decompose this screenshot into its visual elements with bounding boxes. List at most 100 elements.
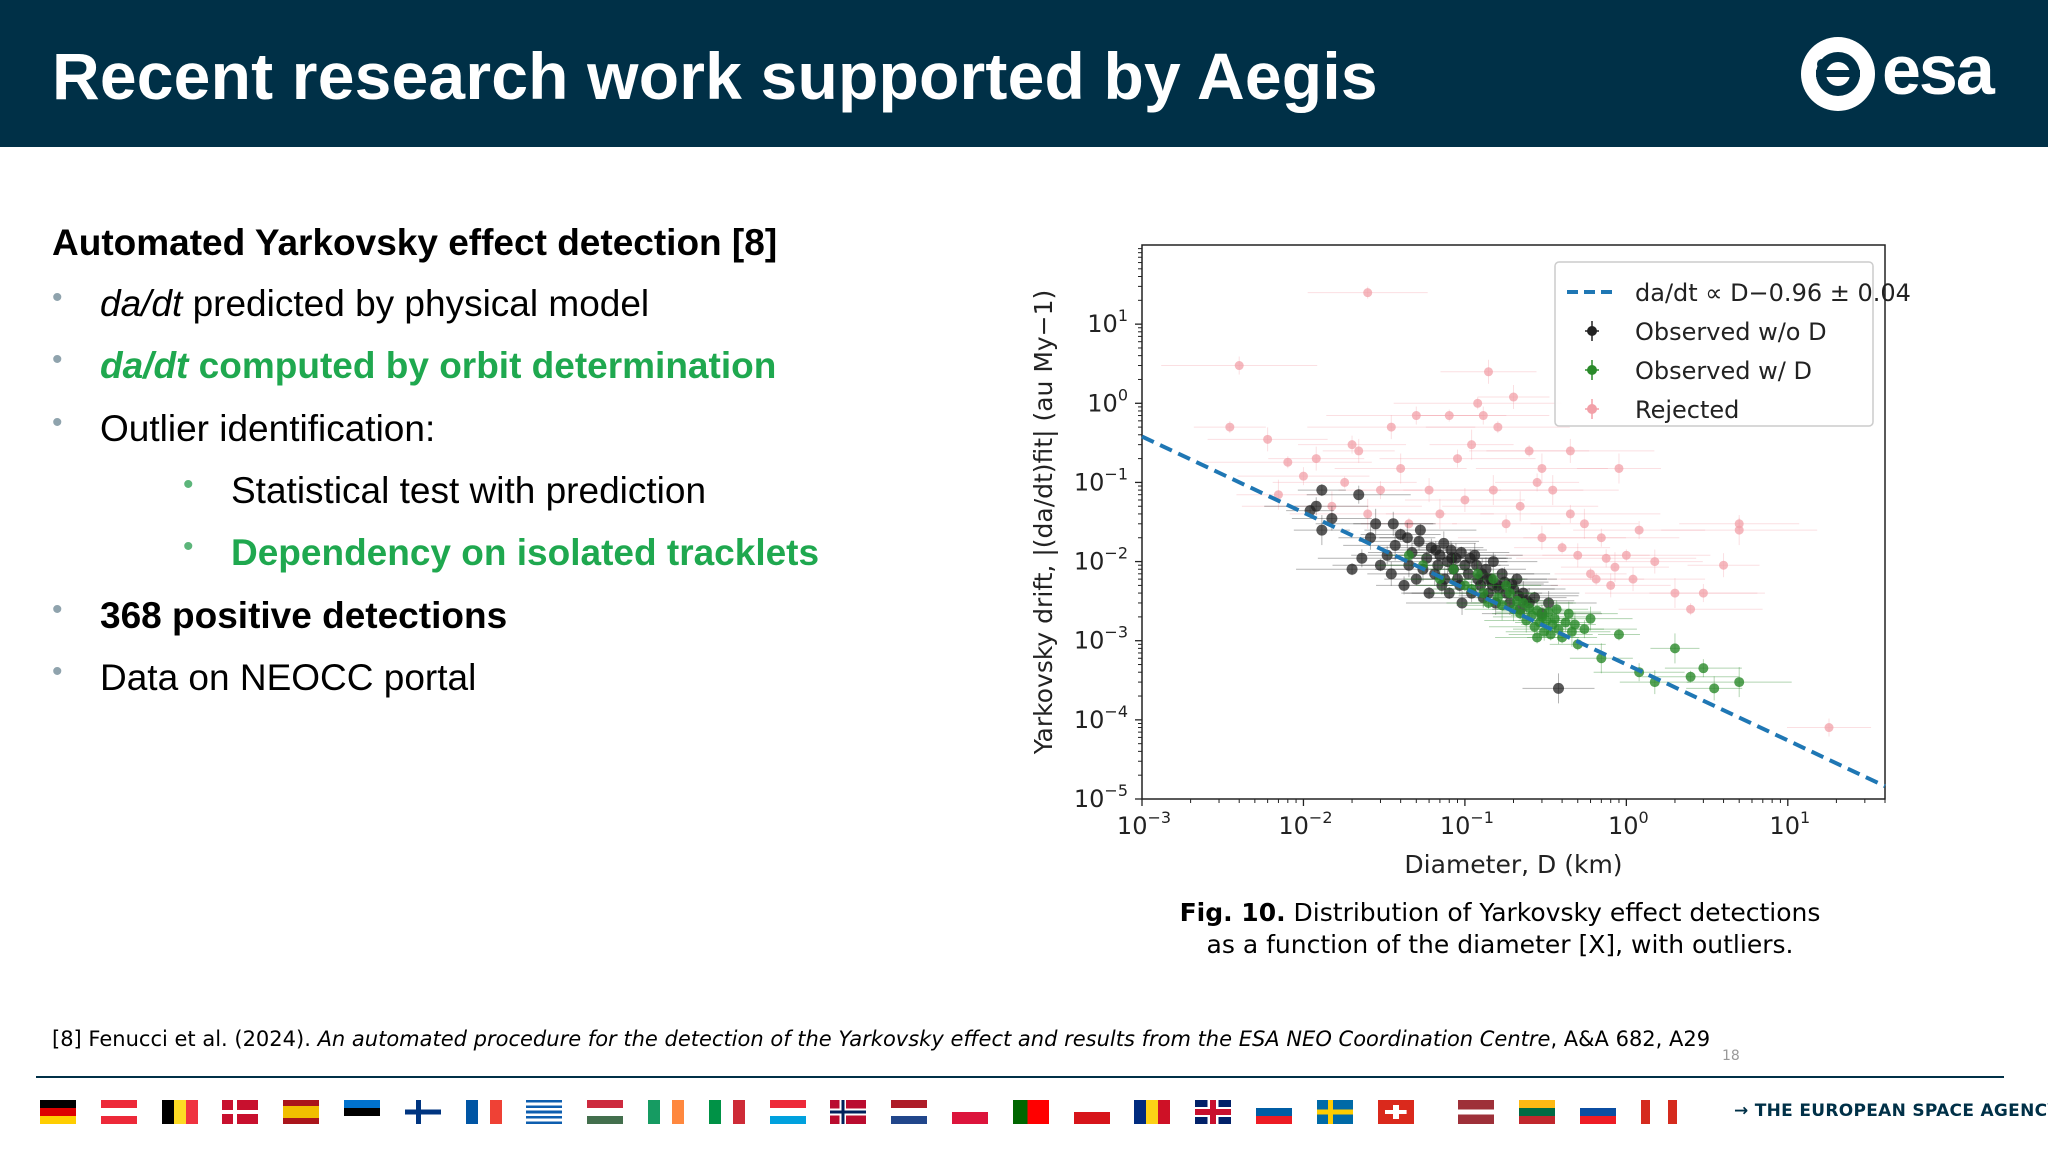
- flag-france-icon: [465, 1100, 502, 1124]
- data-point: [1375, 485, 1385, 495]
- legend-label: da/dt ∝ D−0.96 ± 0.04: [1635, 279, 1911, 307]
- esa-logo-text: esa: [1882, 31, 1995, 109]
- legend-marker: [1587, 404, 1597, 414]
- y-axis-label: Yarkovsky drift, |(da/dt)fit| (au My−1): [1029, 290, 1058, 756]
- legend-label: Observed w/ D: [1635, 357, 1812, 385]
- data-point: [1557, 543, 1567, 553]
- data-point: [1569, 619, 1580, 630]
- data-point: [1386, 422, 1396, 432]
- data-point: [1524, 446, 1534, 456]
- caption-line1: Distribution of Yarkovsky effect detecti…: [1285, 898, 1821, 927]
- bullet-dot: •: [52, 593, 63, 626]
- bullet-text: da/dt computed by orbit determination: [100, 345, 777, 386]
- bullet-text: da/dt predicted by physical model: [100, 283, 650, 324]
- data-point: [1709, 683, 1720, 694]
- data-point: [1545, 629, 1556, 640]
- fit-line: [1141, 434, 1886, 788]
- bullet-text: Statistical test with prediction: [231, 470, 707, 511]
- flag-portugal-icon: [1012, 1100, 1049, 1124]
- y-tick-label: 10−2: [1074, 544, 1128, 576]
- section-heading: Automated Yarkovsky effect detection [8]: [52, 222, 778, 263]
- data-point: [1455, 547, 1467, 559]
- data-point: [1414, 524, 1426, 536]
- y-tick-label: 10−5: [1074, 781, 1128, 813]
- reference-suffix: , A&A 682, A29: [1550, 1027, 1711, 1051]
- data-point: [1370, 518, 1382, 530]
- data-point: [1670, 588, 1680, 598]
- data-point: [1487, 556, 1499, 568]
- flag-norway-icon: [830, 1100, 867, 1124]
- data-point: [1340, 477, 1350, 487]
- data-point: [1586, 569, 1596, 579]
- flag-denmark-icon: [222, 1100, 259, 1124]
- data-point: [1385, 568, 1397, 580]
- data-point: [1613, 629, 1624, 640]
- data-point: [1698, 663, 1709, 674]
- data-point: [1410, 573, 1422, 585]
- data-point: [1363, 288, 1373, 298]
- data-point: [1398, 579, 1410, 591]
- data-point: [1563, 608, 1574, 619]
- data-point: [1669, 643, 1680, 654]
- data-point: [1596, 533, 1606, 543]
- data-point: [1634, 525, 1644, 535]
- x-tick-label: 10−3: [1117, 808, 1171, 840]
- flag-switzerland-icon: [1377, 1100, 1414, 1124]
- bullet-dot: •: [52, 281, 63, 314]
- data-point: [1424, 485, 1434, 495]
- flag-estonia-icon: [344, 1100, 380, 1124]
- data-point: [1283, 457, 1293, 467]
- data-point: [1316, 524, 1328, 536]
- legend-box: [1554, 261, 1874, 427]
- reference-citation: [8] Fenucci et al. (2024). An automated …: [52, 1027, 1710, 1051]
- flag-czechia-icon: [1073, 1100, 1110, 1124]
- data-point: [1432, 559, 1444, 571]
- data-point: [1492, 592, 1503, 603]
- data-point: [1346, 563, 1358, 575]
- data-point: [1579, 624, 1590, 635]
- flag-hungary-icon: [587, 1100, 624, 1124]
- x-tick-label: 101: [1769, 808, 1810, 840]
- agency-tagline: → THE EUROPEAN SPACE AGENCY: [1734, 1101, 2048, 1121]
- flag-lithuania-icon: [1519, 1100, 1556, 1124]
- bullet-text: 368 positive detections: [100, 595, 508, 636]
- data-point: [1560, 617, 1571, 628]
- y-tick-label: 10−4: [1074, 702, 1128, 734]
- data-point: [1698, 588, 1708, 598]
- flag-finland-icon: [404, 1100, 441, 1124]
- data-point: [1565, 509, 1575, 519]
- data-point: [1553, 682, 1565, 694]
- data-point: [1298, 471, 1308, 481]
- bullet-dot: •: [52, 655, 63, 688]
- data-point: [1606, 580, 1616, 590]
- y-tick-label: 101: [1087, 306, 1128, 338]
- data-point: [1462, 568, 1474, 580]
- data-point: [1356, 552, 1368, 564]
- data-point: [1585, 613, 1596, 624]
- x-axis-label: Diameter, D (km): [1404, 850, 1622, 879]
- data-point: [1549, 613, 1560, 624]
- data-point: [1565, 446, 1575, 456]
- data-point: [1316, 484, 1328, 496]
- data-point: [1353, 489, 1365, 501]
- data-point: [1363, 509, 1373, 519]
- legend-label: Observed w/o D: [1635, 318, 1827, 346]
- data-point: [1591, 574, 1601, 584]
- data-point: [1401, 532, 1413, 544]
- data-point: [1473, 398, 1483, 408]
- data-point: [1614, 463, 1624, 473]
- data-point: [1579, 519, 1589, 529]
- data-point: [1493, 422, 1503, 432]
- flag-austria-icon: [100, 1100, 137, 1124]
- data-point: [1734, 519, 1744, 529]
- data-point: [1234, 361, 1244, 371]
- reference-prefix: [8] Fenucci et al. (2024).: [52, 1027, 318, 1051]
- flag-netherlands-icon: [891, 1100, 928, 1124]
- data-point: [1404, 519, 1414, 529]
- data-point: [1327, 501, 1337, 511]
- bullet-text: Data on NEOCC portal: [100, 657, 477, 698]
- data-point: [1446, 552, 1458, 564]
- caption-line2: as a function of the diameter [X], with …: [1206, 930, 1794, 959]
- data-point: [1364, 532, 1376, 544]
- data-point: [1824, 723, 1834, 733]
